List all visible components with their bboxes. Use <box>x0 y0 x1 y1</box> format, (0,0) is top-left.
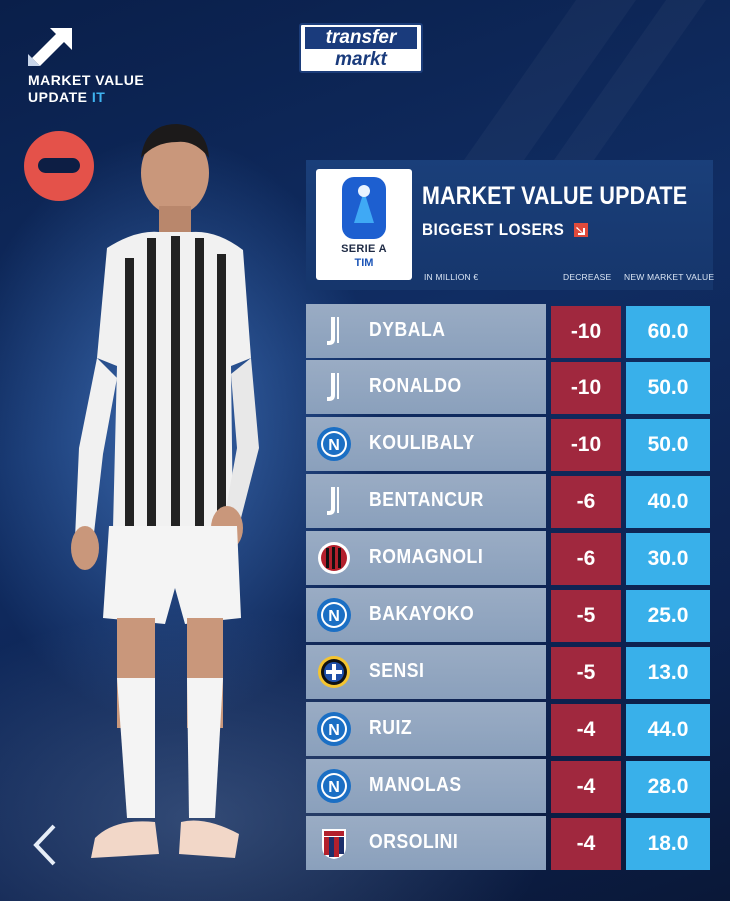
bologna-icon <box>322 829 346 859</box>
svg-text:N: N <box>328 722 340 739</box>
new-market-value: 13.0 <box>626 647 710 699</box>
player-name: MANOLAS <box>369 774 462 796</box>
napoli-icon: N <box>317 712 351 746</box>
new-market-value: 50.0 <box>626 419 710 471</box>
table-row: SENSI -5 13.0 <box>306 645 713 699</box>
market-value-update-badge: MARKET VALUE UPDATE IT <box>28 26 168 106</box>
serie-a-emblem-icon <box>342 177 386 239</box>
napoli-icon: N <box>317 598 351 632</box>
player-name: RUIZ <box>369 717 413 739</box>
decrease-value: -10 <box>551 362 621 414</box>
new-market-value: 44.0 <box>626 704 710 756</box>
player-name: RONALDO <box>369 375 462 397</box>
decrease-value: -4 <box>551 818 621 870</box>
svg-text:N: N <box>328 437 340 454</box>
table-row: N BAKAYOKO -5 25.0 <box>306 588 713 642</box>
decrease-value: -6 <box>551 533 621 585</box>
serie-a-logo: SERIE A TIM <box>316 169 412 280</box>
new-market-value: 25.0 <box>626 590 710 642</box>
table-header-panel: SERIE A TIM MARKET VALUE UPDATE BIGGEST … <box>306 160 715 290</box>
table-row: DYBALA -10 60.0 <box>306 304 713 358</box>
milan-icon <box>318 542 350 574</box>
new-market-value: 50.0 <box>626 362 710 414</box>
badge-line-1: MARKET VALUE <box>28 72 145 88</box>
decrease-value: -5 <box>551 590 621 642</box>
table-row: RONALDO -10 50.0 <box>306 360 713 414</box>
juventus-icon <box>327 487 339 515</box>
table-row: N RUIZ -4 44.0 <box>306 702 713 756</box>
player-name: ORSOLINI <box>369 831 459 853</box>
table-row: ORSOLINI -4 18.0 <box>306 816 713 870</box>
new-market-value: 60.0 <box>626 306 710 358</box>
new-market-value: 30.0 <box>626 533 710 585</box>
decrease-value: -10 <box>551 419 621 471</box>
juventus-icon <box>327 373 339 401</box>
player-name: KOULIBALY <box>369 432 475 454</box>
column-header-unit: IN MILLION € <box>424 272 479 282</box>
svg-text:N: N <box>328 779 340 796</box>
player-name: SENSI <box>369 660 425 682</box>
minus-icon <box>24 131 94 201</box>
new-market-value: 18.0 <box>626 818 710 870</box>
league-name: SERIE A <box>341 243 387 255</box>
column-header-decrease: DECREASE <box>563 272 612 282</box>
player-name: DYBALA <box>369 319 446 341</box>
inter-icon <box>318 656 350 688</box>
badge-country-code: IT <box>91 89 106 105</box>
new-market-value: 28.0 <box>626 761 710 813</box>
page-subtitle: BIGGEST LOSERS <box>422 220 565 239</box>
table-row: ROMAGNOLI -6 30.0 <box>306 531 713 585</box>
transfermarkt-logo: transfer markt <box>299 23 423 73</box>
logo-line-1: transfer <box>305 27 417 49</box>
player-name: BAKAYOKO <box>369 603 475 625</box>
logo-line-2: markt <box>335 49 387 70</box>
table-row: BENTANCUR -6 40.0 <box>306 474 713 528</box>
player-name: ROMAGNOLI <box>369 546 484 568</box>
new-market-value: 40.0 <box>626 476 710 528</box>
table-row: N KOULIBALY -10 50.0 <box>306 417 713 471</box>
decrease-value: -4 <box>551 761 621 813</box>
player-image <box>71 124 259 858</box>
arrow-up-right-icon <box>28 28 72 66</box>
decrease-value: -6 <box>551 476 621 528</box>
napoli-icon: N <box>317 427 351 461</box>
player-name: BENTANCUR <box>369 489 484 511</box>
napoli-icon: N <box>317 769 351 803</box>
page-title: MARKET VALUE UPDATE <box>422 182 688 210</box>
svg-text:N: N <box>328 608 340 625</box>
badge-line-2: UPDATE <box>28 89 92 105</box>
chevron-left-icon[interactable] <box>30 822 60 868</box>
juventus-icon <box>327 317 339 345</box>
decrease-value: -5 <box>551 647 621 699</box>
decrease-value: -10 <box>551 306 621 358</box>
column-header-new-value: NEW MARKET VALUE <box>624 272 715 282</box>
decrease-value: -4 <box>551 704 621 756</box>
league-sponsor: TIM <box>354 257 374 269</box>
arrow-down-right-icon <box>574 223 588 237</box>
table-row: N MANOLAS -4 28.0 <box>306 759 713 813</box>
